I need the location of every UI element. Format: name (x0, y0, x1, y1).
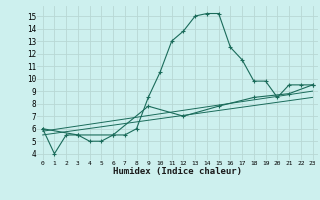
X-axis label: Humidex (Indice chaleur): Humidex (Indice chaleur) (113, 167, 242, 176)
